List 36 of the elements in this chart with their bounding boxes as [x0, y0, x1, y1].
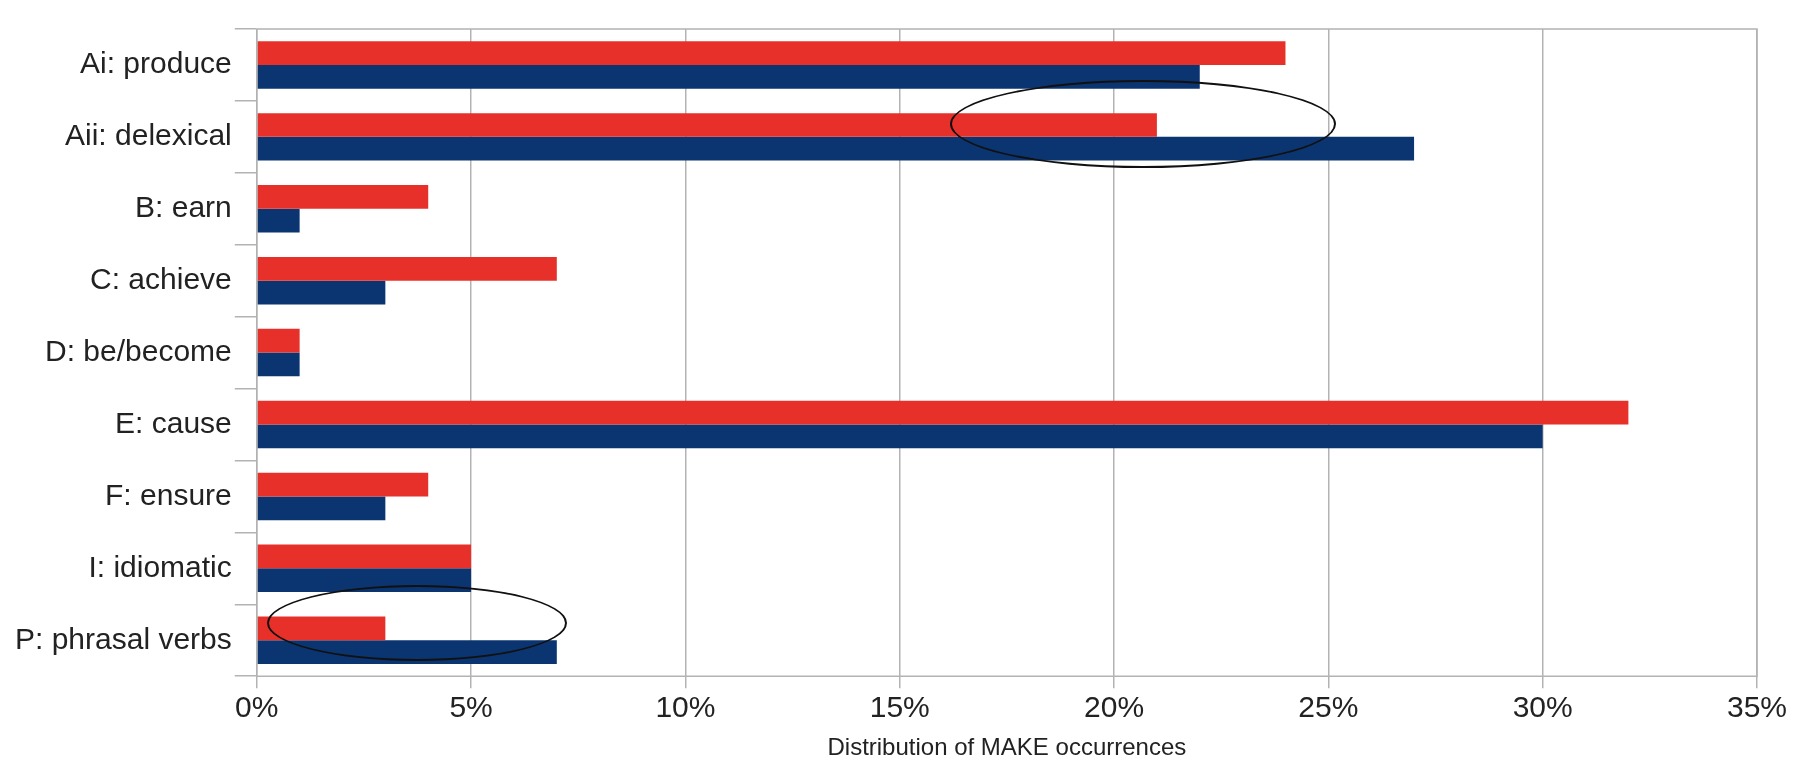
bar	[257, 256, 557, 281]
bar	[257, 185, 429, 209]
y-tick-label: P: phrasal verbs	[14, 621, 232, 655]
x-tick-label: 5%	[449, 690, 493, 724]
y-tick-label: B: earn	[135, 190, 232, 224]
bar	[257, 280, 386, 305]
x-tick-label: 25%	[1298, 690, 1359, 724]
y-tick-label: D: be/become	[44, 333, 232, 367]
bar	[257, 616, 386, 641]
x-tick-label: 0%	[235, 690, 279, 724]
y-tick-label: Aii: delexical	[65, 118, 232, 152]
y-tick-label: C: achieve	[90, 261, 232, 295]
bar	[257, 496, 386, 521]
x-axis-title: Distribution of MAKE occurrences	[827, 733, 1187, 761]
y-tick-label: Ai: produce	[80, 46, 232, 80]
x-tick-label: 35%	[1726, 690, 1787, 724]
bar	[257, 544, 472, 569]
bar	[257, 113, 1157, 137]
bar	[257, 328, 300, 353]
bar	[257, 41, 1286, 65]
bar	[257, 352, 300, 377]
y-tick-label: F: ensure	[105, 477, 232, 511]
bar	[257, 64, 1200, 89]
bar	[257, 208, 300, 233]
y-tick-label: I: idiomatic	[88, 549, 232, 583]
x-tick-label: 20%	[1084, 690, 1145, 724]
bar	[257, 136, 1415, 161]
x-tick-label: 15%	[869, 690, 930, 724]
bar	[257, 640, 557, 664]
x-tick-label: 30%	[1512, 690, 1573, 724]
y-tick-label: E: cause	[115, 405, 232, 439]
bar	[257, 424, 1543, 449]
bar	[257, 472, 429, 497]
x-tick-label: 10%	[655, 690, 716, 724]
bar	[257, 568, 472, 593]
bar	[257, 400, 1629, 425]
